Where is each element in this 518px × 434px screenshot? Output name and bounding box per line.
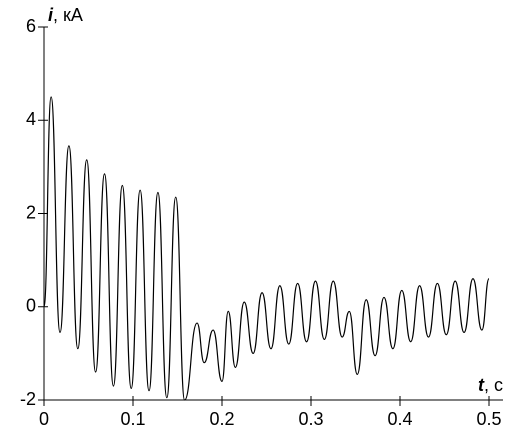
x-tick-label: 0.4 (387, 409, 412, 429)
y-tick-label: 2 (26, 202, 36, 222)
x-tick-label: 0.2 (209, 409, 234, 429)
y-tick-label: -2 (20, 389, 36, 409)
x-tick-label: 0.5 (476, 409, 501, 429)
line (43, 96, 490, 401)
y-tick-label: 6 (26, 16, 36, 36)
y-tick-label: 4 (26, 109, 36, 129)
x-axis-label: t, c (478, 375, 503, 395)
y-axis-label: i, кА (48, 5, 83, 25)
x-tick-label: 0 (39, 409, 49, 429)
x-tick-label: 0.1 (120, 409, 145, 429)
y-tick-label: 0 (26, 296, 36, 316)
x-tick-label: 0.3 (298, 409, 323, 429)
